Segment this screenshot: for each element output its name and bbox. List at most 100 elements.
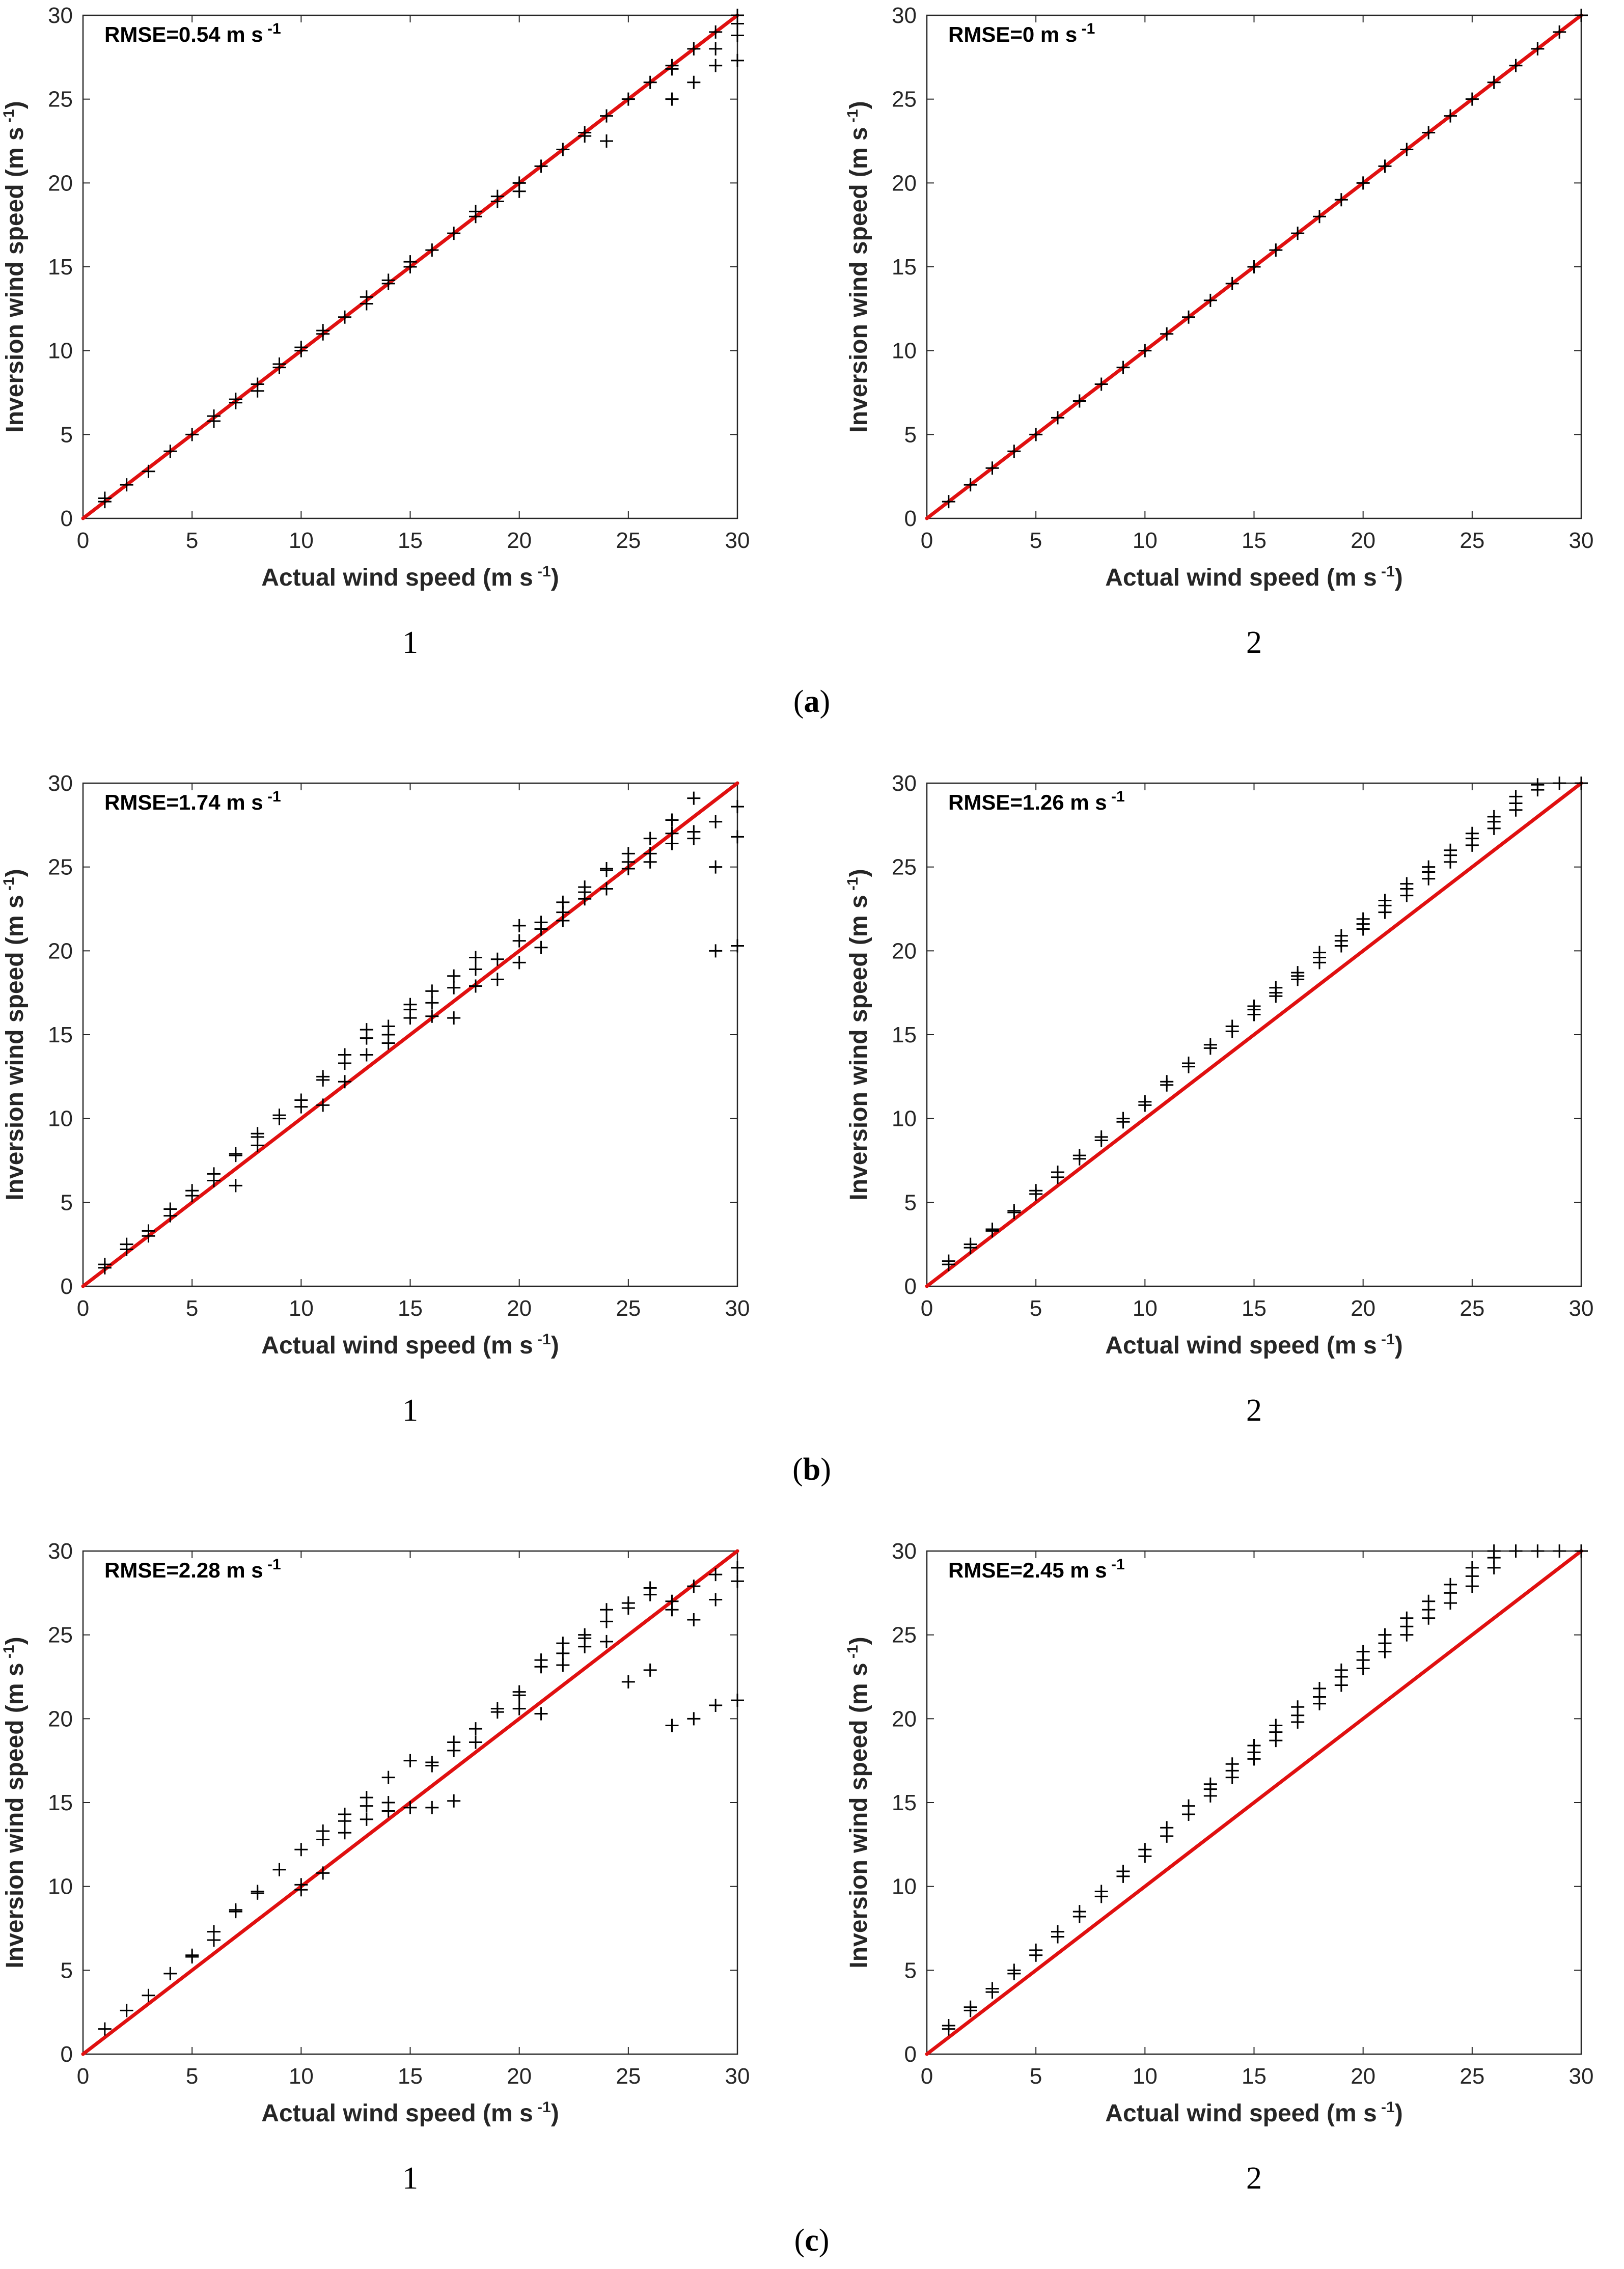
data-point	[360, 1023, 373, 1037]
data-point	[942, 1254, 955, 1268]
x-tick-label: 10	[289, 528, 314, 553]
data-point	[360, 1791, 373, 1805]
y-tick-label: 20	[892, 1706, 917, 1731]
data-point	[469, 1722, 482, 1736]
data-point	[731, 9, 744, 22]
x-axis-label-text: Actual wind speed (m s	[261, 564, 533, 591]
data-point	[1269, 981, 1283, 994]
y-tick-label: 0	[904, 1274, 917, 1299]
y-axis-label-sup: -1	[844, 1645, 861, 1663]
data-point	[1531, 42, 1545, 56]
x-tick-label: 20	[507, 528, 532, 553]
data-point	[687, 825, 701, 839]
data-point	[469, 951, 482, 964]
data-point	[229, 1147, 242, 1160]
data-point	[665, 1594, 679, 1608]
data-point	[447, 1011, 461, 1025]
data-point	[1203, 1777, 1217, 1791]
data-point	[709, 1698, 723, 1712]
data-point	[600, 862, 613, 875]
data-point	[120, 1237, 133, 1251]
data-point	[964, 2000, 977, 2014]
x-tick-label: 20	[1351, 2064, 1375, 2089]
data-point	[272, 1863, 286, 1876]
rmse-text: RMSE=0 m s	[948, 22, 1077, 46]
data-point	[338, 1075, 351, 1089]
rmse-text: RMSE=1.26 m s	[948, 790, 1107, 814]
data-point	[942, 2019, 955, 2033]
data-point	[1072, 394, 1086, 408]
y-axis-label-text: Inversion wind speed (m s	[845, 1663, 872, 1968]
data-point	[709, 25, 723, 39]
data-point	[964, 1237, 977, 1251]
x-tick-label: 30	[725, 2064, 750, 2089]
data-point	[1160, 1821, 1174, 1835]
data-point	[207, 1925, 221, 1939]
y-tick-label: 25	[892, 87, 917, 112]
y-tick-label: 5	[904, 1190, 917, 1215]
data-point	[447, 227, 461, 240]
scatter-panel-c2: 0 5 10 15 20 25 30 0 5 10 15 20 25 30 RMSE=2.45 m s -1…	[844, 1539, 1593, 2196]
data-point	[709, 1593, 723, 1607]
data-point	[1334, 1663, 1348, 1677]
data-point	[1203, 1038, 1217, 1052]
data-point	[1465, 1561, 1479, 1574]
data-point	[731, 830, 744, 844]
x-axis-label: Actual wind speed (m s -1)	[1105, 563, 1402, 591]
data-point	[1094, 377, 1108, 391]
data-point	[687, 791, 701, 805]
data-point	[185, 1948, 199, 1962]
x-axis-label: Actual wind speed (m s -1)	[261, 1331, 559, 1359]
x-axis-label-text: Actual wind speed (m s	[261, 2100, 533, 2127]
data-point	[600, 134, 613, 148]
data-point	[185, 1184, 199, 1198]
data-point	[709, 1568, 723, 1582]
data-point	[469, 205, 482, 218]
y-tick-label: 0	[61, 1274, 73, 1299]
data-point	[338, 1826, 351, 1840]
caption-close: )	[819, 2223, 830, 2258]
data-point	[534, 159, 548, 173]
data-point	[469, 962, 482, 976]
data-point	[360, 290, 373, 304]
data-point	[1400, 1611, 1414, 1625]
y-tick-label: 5	[904, 1958, 917, 1983]
x-tick-label: 15	[398, 1296, 423, 1321]
x-axis-label-close: )	[1395, 1332, 1403, 1359]
data-point	[338, 310, 351, 324]
x-axis-label-text: Actual wind speed (m s	[261, 1332, 533, 1359]
data-point	[1116, 1865, 1130, 1878]
y-tick-label: 10	[892, 339, 917, 364]
caption-open: (	[794, 2223, 805, 2258]
x-tick-label: 25	[1460, 528, 1484, 553]
data-point	[985, 461, 999, 475]
y-tick-label: 15	[48, 1022, 73, 1047]
y-axis-label-close: )	[2, 101, 29, 109]
x-tick-label: 15	[398, 528, 423, 553]
data-point	[731, 800, 744, 814]
x-tick-label: 25	[616, 528, 641, 553]
data-point	[1400, 877, 1414, 891]
data-point	[1487, 75, 1501, 89]
data-point	[294, 1093, 308, 1107]
data-point	[1444, 1578, 1457, 1591]
data-point	[1553, 777, 1566, 790]
data-point	[709, 42, 723, 56]
data-point	[1531, 778, 1545, 792]
data-point	[1487, 1544, 1501, 1558]
caption-letter: b	[803, 1452, 820, 1487]
x-tick-label: 30	[1569, 528, 1594, 553]
data-point	[534, 1653, 548, 1667]
data-point	[1269, 243, 1283, 257]
data-point	[1138, 1843, 1152, 1857]
scatter-panel-b1: 0 5 10 15 20 25 30 0 5 10 15 20 25 30 RMSE=1.74 m s -1…	[1, 771, 750, 1428]
rmse-annotation: RMSE=0 m s -1	[948, 20, 1095, 46]
data-point	[709, 860, 723, 874]
panel-number: 2	[1246, 625, 1262, 660]
x-tick-label: 5	[186, 1296, 198, 1321]
data-point	[316, 324, 330, 338]
y-tick-label: 10	[48, 339, 73, 364]
y-axis-label: Inversion wind speed (m s -1)	[1, 869, 29, 1200]
y-axis-label: Inversion wind speed (m s -1)	[1, 1637, 29, 1968]
